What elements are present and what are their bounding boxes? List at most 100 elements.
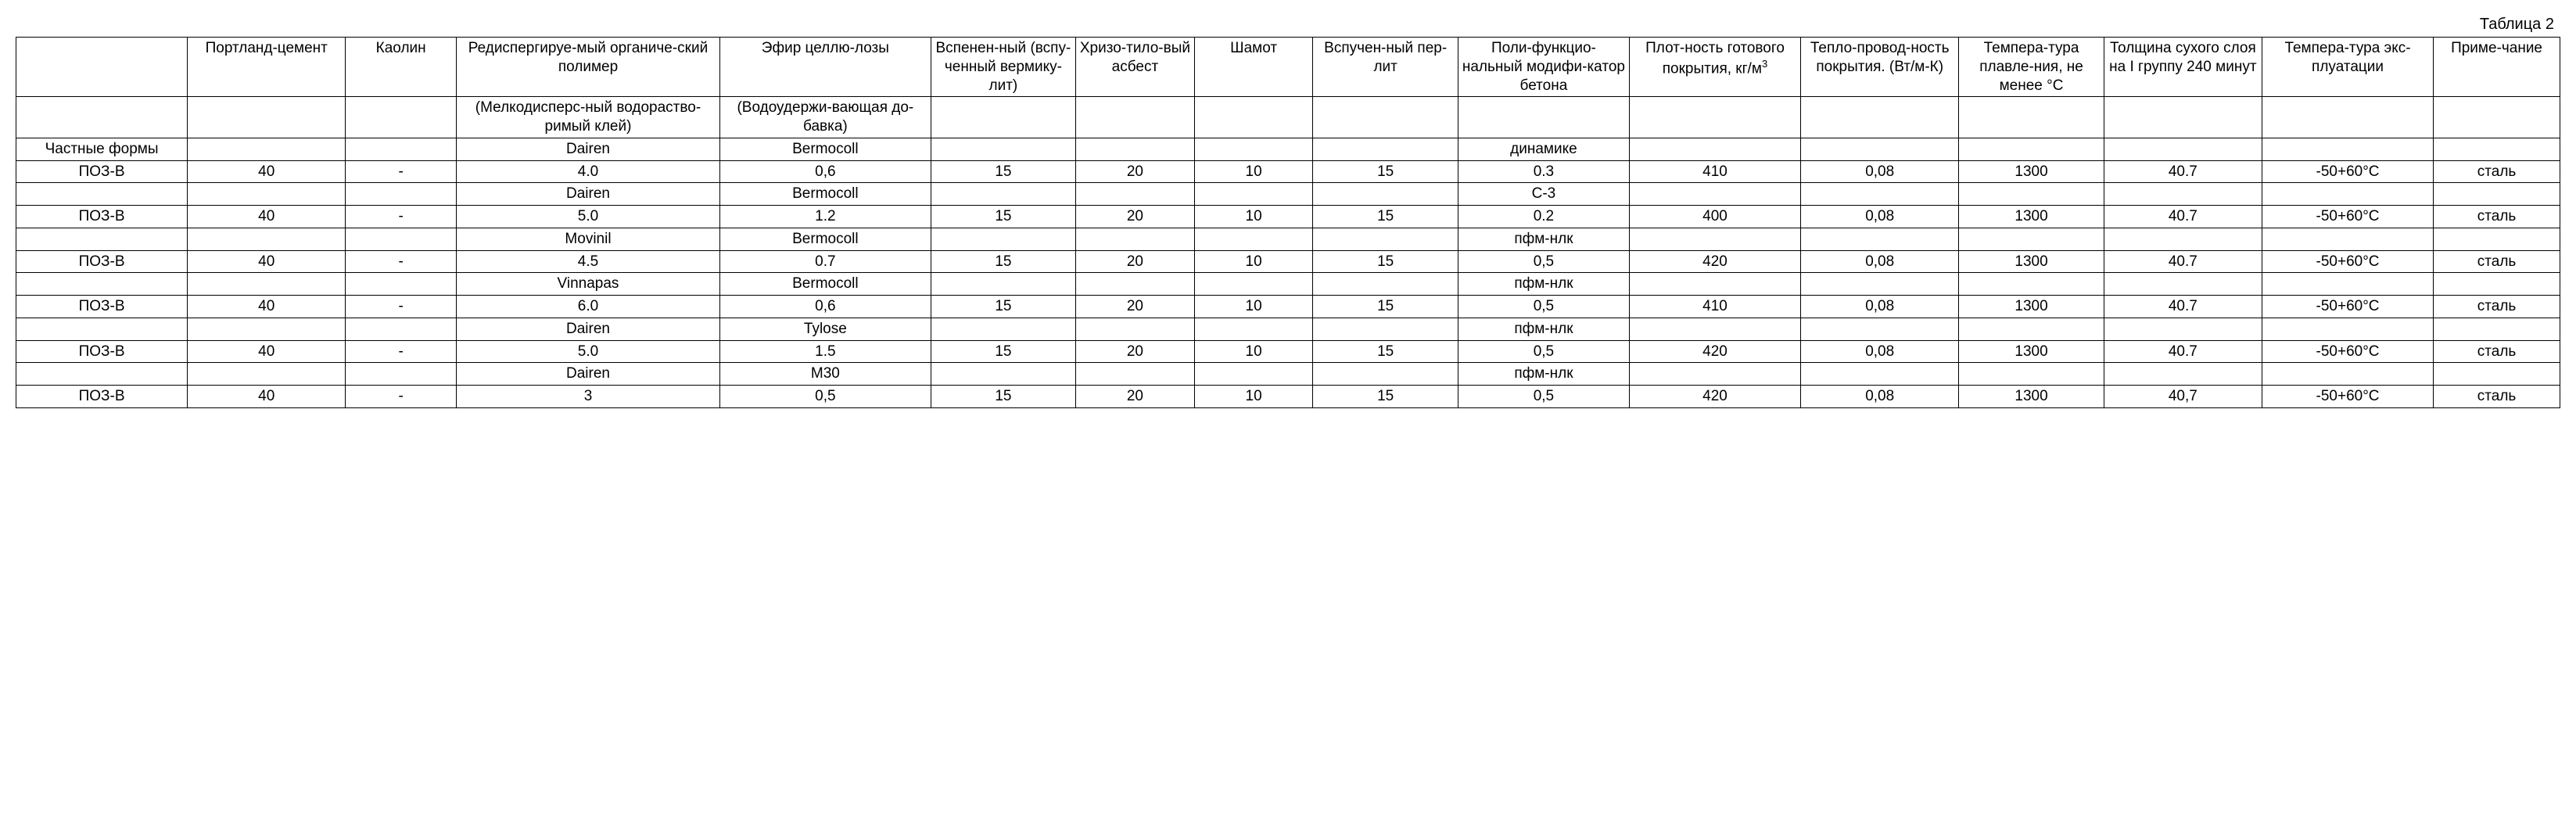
table-cell: Bermocoll	[720, 183, 931, 206]
table-cell: 1300	[1959, 250, 2104, 273]
subheader-cell: (Водоудержи-вающая до-бавка)	[720, 97, 931, 138]
table-cell: 420	[1629, 250, 1800, 273]
table-cell: 10	[1194, 386, 1313, 408]
table-cell	[2434, 318, 2560, 340]
table-cell: 40	[188, 340, 346, 363]
table-cell: Dairen	[456, 138, 719, 160]
table-cell	[2262, 138, 2433, 160]
table-caption: Таблица 2	[16, 16, 2560, 34]
header-cell: Тепло-провод-ность покрытия. (Вт/м-К)	[1801, 38, 1959, 97]
table-cell: 0,08	[1801, 206, 1959, 228]
table-cell	[1629, 318, 1800, 340]
subheader-cell: (Мелкодисперс-ный водораство-римый клей)	[456, 97, 719, 138]
table-cell: 6.0	[456, 296, 719, 318]
table-cell	[2104, 318, 2262, 340]
subheader-cell	[1801, 97, 1959, 138]
table-cell: сталь	[2434, 340, 2560, 363]
data-table: Портланд-цемент Каолин Редиспергируе-мый…	[16, 37, 2560, 408]
table-row: Частные формыDairenBermocollдинамике	[16, 138, 2560, 160]
table-cell	[188, 363, 346, 386]
table-cell	[16, 318, 188, 340]
subheader-cell	[188, 97, 346, 138]
table-cell: 20	[1076, 250, 1195, 273]
header-cell: Хризо-тило-вый асбест	[1076, 38, 1195, 97]
table-cell: -	[346, 160, 457, 183]
header-cell: Темпера-тура экс-плуатации	[2262, 38, 2433, 97]
table-cell: Bermocoll	[720, 138, 931, 160]
table-cell: 40	[188, 206, 346, 228]
subheader-cell	[1458, 97, 1629, 138]
header-cell: Шамот	[1194, 38, 1313, 97]
header-cell: Плот-ность готового покрытия, кг/м3	[1629, 38, 1800, 97]
table-cell	[931, 363, 1075, 386]
table-cell	[346, 183, 457, 206]
table-cell	[1629, 363, 1800, 386]
table-cell: 15	[1313, 206, 1458, 228]
table-cell: 40.7	[2104, 206, 2262, 228]
table-cell	[346, 138, 457, 160]
table-row: ПОЗ-В40-4.50.7152010150,54200,08130040.7…	[16, 250, 2560, 273]
table-cell: 40.7	[2104, 340, 2262, 363]
subheader-cell	[2434, 97, 2560, 138]
table-cell	[1313, 138, 1458, 160]
table-cell: -	[346, 340, 457, 363]
table-cell	[1801, 228, 1959, 250]
table-cell: 5.0	[456, 206, 719, 228]
table-cell	[1959, 318, 2104, 340]
table-cell: сталь	[2434, 386, 2560, 408]
table-cell: 1.5	[720, 340, 931, 363]
table-cell	[1194, 318, 1313, 340]
table-cell: 4.5	[456, 250, 719, 273]
header-cell: Поли-функцио-нальный модифи-катор бетона	[1458, 38, 1629, 97]
table-cell	[346, 363, 457, 386]
table-cell	[188, 228, 346, 250]
subheader-cell	[931, 97, 1075, 138]
table-cell: 1300	[1959, 386, 2104, 408]
table-wrapper: Таблица 2 Портланд-цемент Каолин Редиспе…	[16, 16, 2560, 408]
table-cell	[16, 363, 188, 386]
table-cell: ПОЗ-В	[16, 296, 188, 318]
table-cell	[1076, 318, 1195, 340]
table-cell	[1959, 228, 2104, 250]
table-cell: -50+60°С	[2262, 250, 2433, 273]
table-cell: пфм-нлк	[1458, 273, 1629, 296]
table-cell	[188, 318, 346, 340]
subheader-cell	[16, 97, 188, 138]
table-cell: 410	[1629, 160, 1800, 183]
table-cell	[1076, 228, 1195, 250]
table-cell	[16, 273, 188, 296]
table-cell: сталь	[2434, 206, 2560, 228]
table-cell: 0.3	[1458, 160, 1629, 183]
table-cell	[2104, 228, 2262, 250]
table-cell: 40	[188, 160, 346, 183]
table-cell: -	[346, 206, 457, 228]
table-cell: пфм-нлк	[1458, 363, 1629, 386]
table-cell: 420	[1629, 340, 1800, 363]
table-cell	[2104, 183, 2262, 206]
table-cell: -50+60°С	[2262, 206, 2433, 228]
table-cell: 40	[188, 250, 346, 273]
table-cell: 0,08	[1801, 160, 1959, 183]
table-cell	[1959, 273, 2104, 296]
table-cell	[1801, 363, 1959, 386]
table-cell	[1313, 183, 1458, 206]
table-cell: 1.2	[720, 206, 931, 228]
table-cell: сталь	[2434, 250, 2560, 273]
header-row: Портланд-цемент Каолин Редиспергируе-мый…	[16, 38, 2560, 97]
table-cell	[188, 138, 346, 160]
table-cell: 15	[931, 386, 1075, 408]
table-cell	[1629, 138, 1800, 160]
table-row: VinnapasBermocollпфм-нлк	[16, 273, 2560, 296]
table-cell: 40.7	[2104, 296, 2262, 318]
table-cell: Частные формы	[16, 138, 188, 160]
table-cell: 5.0	[456, 340, 719, 363]
table-cell	[346, 228, 457, 250]
table-cell	[2262, 273, 2433, 296]
table-cell: 400	[1629, 206, 1800, 228]
table-cell: 20	[1076, 296, 1195, 318]
table-cell	[931, 318, 1075, 340]
table-cell	[2434, 138, 2560, 160]
header-cell: Вспенен-ный (вспу-ченный вермику-лит)	[931, 38, 1075, 97]
table-cell: 410	[1629, 296, 1800, 318]
header-cell: Вспучен-ный пер-лит	[1313, 38, 1458, 97]
